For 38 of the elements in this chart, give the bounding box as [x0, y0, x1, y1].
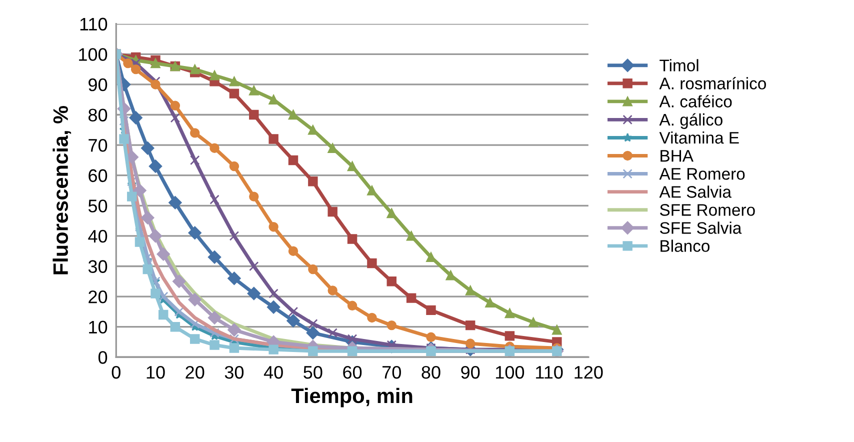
x-tick-label: 80	[422, 366, 440, 379]
x-tick-label: 10	[146, 366, 165, 379]
legend-label: SFE Salvia	[660, 222, 742, 234]
y-tick-label: 0	[98, 351, 108, 364]
x-tick-label: 110	[536, 366, 563, 379]
x-tick-label: 20	[186, 366, 204, 379]
legend-label: AE Salvia	[659, 186, 732, 198]
legend-label: BHA	[660, 150, 694, 162]
y-tick-label: 10	[89, 320, 108, 334]
y-tick-label: 90	[88, 78, 108, 92]
y-tick-label: 100	[79, 48, 108, 61]
x-tick-label: 50	[304, 366, 322, 379]
y-tick-label: 20	[88, 290, 108, 304]
y-tick-label: 80	[88, 108, 108, 122]
y-tick-label: 60	[88, 169, 108, 182]
x-tick-label: 30	[224, 366, 244, 379]
y-tick-label: 110	[80, 18, 108, 31]
legend-label: A. gálico	[659, 113, 722, 129]
legend-label: Vitamina E	[659, 131, 739, 144]
x-tick-label: 40	[264, 366, 283, 379]
y-tick-label: 50	[88, 200, 108, 212]
legend-label: Timol	[660, 59, 698, 72]
x-tick-label: 90	[461, 366, 480, 379]
legend-label: A. rosmarínico	[659, 76, 766, 90]
x-tick-label: 0	[112, 366, 120, 379]
legend-label: AE Romero	[659, 168, 745, 180]
legend-label: A. caféico	[659, 95, 732, 108]
x-tick-label: 60	[343, 366, 362, 379]
x-axis-title: Tiempo, min	[291, 388, 412, 408]
y-tick-label: 70	[88, 138, 108, 152]
legend-label: Blanco	[660, 240, 710, 252]
y-tick-label: 40	[88, 230, 108, 243]
x-tick-label: 100	[496, 366, 524, 379]
y-tick-label: 30	[88, 260, 108, 273]
x-tick-label: 120	[574, 366, 603, 379]
legend-label: SFE Romero	[660, 204, 755, 216]
y-axis-title: Fluorescencia, %	[52, 106, 72, 274]
x-tick-label: 70	[382, 366, 401, 379]
